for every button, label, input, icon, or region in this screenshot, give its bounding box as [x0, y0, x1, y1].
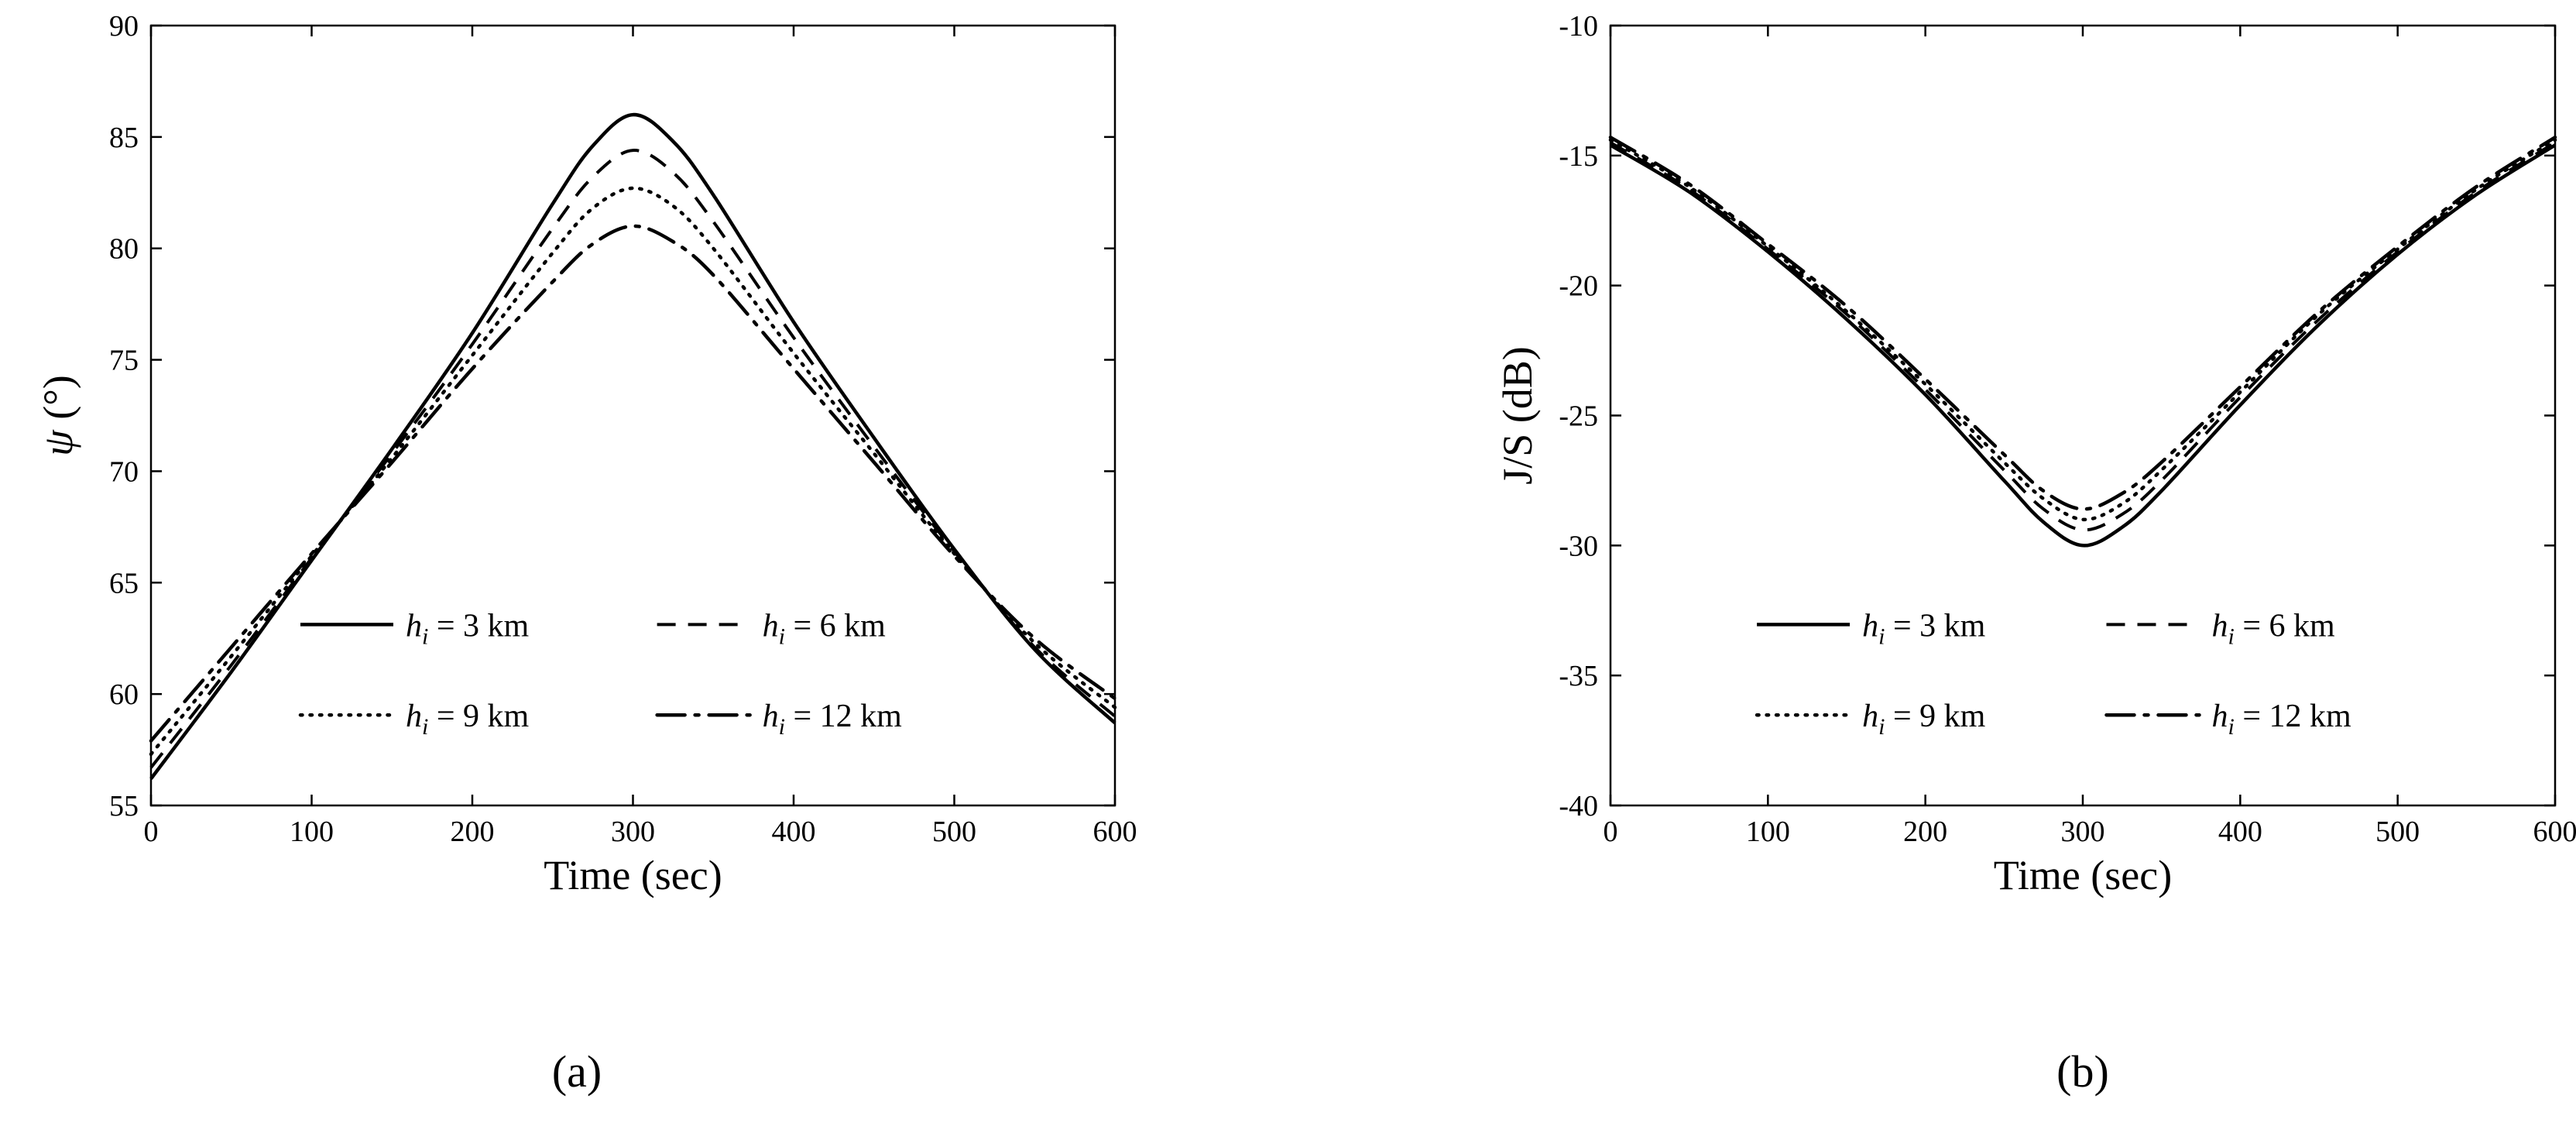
legend-label: hi = 3 km	[406, 608, 530, 649]
y-tick-label: -30	[1559, 530, 1598, 562]
x-tick-label: 400	[2218, 816, 2262, 848]
y-tick-label: -10	[1559, 10, 1598, 43]
series-group	[149, 112, 1117, 780]
y-axis-label: J/S (dB)	[1494, 346, 1541, 485]
legend: hi = 3 km hi = 6 km hi = 9 km hi = 12 km	[1754, 608, 2352, 740]
x-tick-label: 0	[1604, 816, 1618, 848]
subfigure-caption-b: (b)	[2056, 1046, 2109, 1097]
y-tick-label: 55	[109, 790, 139, 823]
series-line-dashed	[1609, 141, 2557, 532]
x-axis: 0 100 200 300 400 500 600	[144, 26, 1137, 848]
legend-label: hi = 6 km	[2212, 608, 2336, 649]
x-tick-label: 400	[772, 816, 816, 848]
x-axis: 0 100 200 300 400 500 600	[1604, 26, 2576, 848]
x-tick-label: 200	[451, 816, 495, 848]
y-tick-label: -20	[1559, 270, 1598, 303]
y-tick-label: 70	[109, 455, 139, 488]
series-line-dotted	[149, 186, 1117, 757]
x-tick-label: 300	[2061, 816, 2105, 848]
y-tick-label: -15	[1559, 140, 1598, 173]
y-tick-label: -25	[1559, 400, 1598, 433]
series-line-dashdot	[1608, 136, 2557, 511]
series-line-dashdot	[149, 224, 1117, 743]
y-tick-label: -35	[1559, 660, 1598, 692]
chart-panel-b: 0 100 200 300 400 500 600 -40 -35 -30 -25 -20 -15 -10…	[1483, 0, 2576, 914]
legend-label: hi = 12 km	[763, 699, 903, 740]
legend-label: hi = 6 km	[763, 608, 887, 649]
y-tick-label: 60	[109, 678, 139, 711]
legend-label: hi = 12 km	[2212, 699, 2352, 740]
series-line-dotted	[1608, 138, 2557, 522]
x-axis-label: Time (sec)	[1994, 852, 2172, 898]
series-line-dashed	[149, 149, 1116, 769]
y-tick-label: -40	[1559, 790, 1598, 823]
x-tick-label: 200	[1903, 816, 1947, 848]
y-axis: -40 -35 -30 -25 -20 -15 -10	[1559, 10, 2555, 823]
plot-frame	[1609, 24, 2557, 807]
chart-b-svg: 0 100 200 300 400 500 600 -40 -35 -30 -25 -20 -15 -10…	[1494, 10, 2576, 898]
y-tick-label: 90	[109, 10, 139, 43]
y-tick-label: 80	[109, 233, 139, 266]
series-group	[1608, 136, 2557, 548]
plot-frame	[149, 24, 1116, 807]
legend-label: hi = 9 km	[406, 699, 530, 740]
legend-label: hi = 9 km	[1862, 699, 1986, 740]
series-line-solid	[149, 112, 1116, 780]
legend: hi = 3 km hi = 6 km hi = 9 km hi = 12 km	[298, 608, 903, 740]
x-tick-label: 300	[611, 816, 655, 848]
y-tick-label: 75	[109, 345, 139, 377]
y-tick-label: 85	[109, 122, 139, 154]
x-tick-label: 500	[932, 816, 976, 848]
x-tick-label: 100	[1746, 816, 1790, 848]
y-tick-label: 65	[109, 567, 139, 599]
subfigure-caption-a: (a)	[551, 1046, 602, 1097]
legend-label: hi = 3 km	[1862, 608, 1986, 649]
x-tick-label: 100	[290, 816, 334, 848]
x-axis-label: Time (sec)	[544, 852, 722, 898]
y-axis-label: ψ (°)	[35, 375, 81, 456]
x-tick-label: 600	[2533, 816, 2576, 848]
x-tick-label: 600	[1093, 816, 1137, 848]
chart-panel-a: 0 100 200 300 400 500 600 55 60 65 70 75 80 85 90 Time …	[23, 0, 1185, 914]
chart-a-svg: 0 100 200 300 400 500 600 55 60 65 70 75 80 85 90 Time …	[35, 10, 1137, 898]
y-axis: 55 60 65 70 75 80 85 90	[109, 10, 1115, 823]
x-tick-label: 500	[2375, 816, 2420, 848]
x-tick-label: 0	[144, 816, 159, 848]
series-line-solid	[1609, 143, 2557, 548]
